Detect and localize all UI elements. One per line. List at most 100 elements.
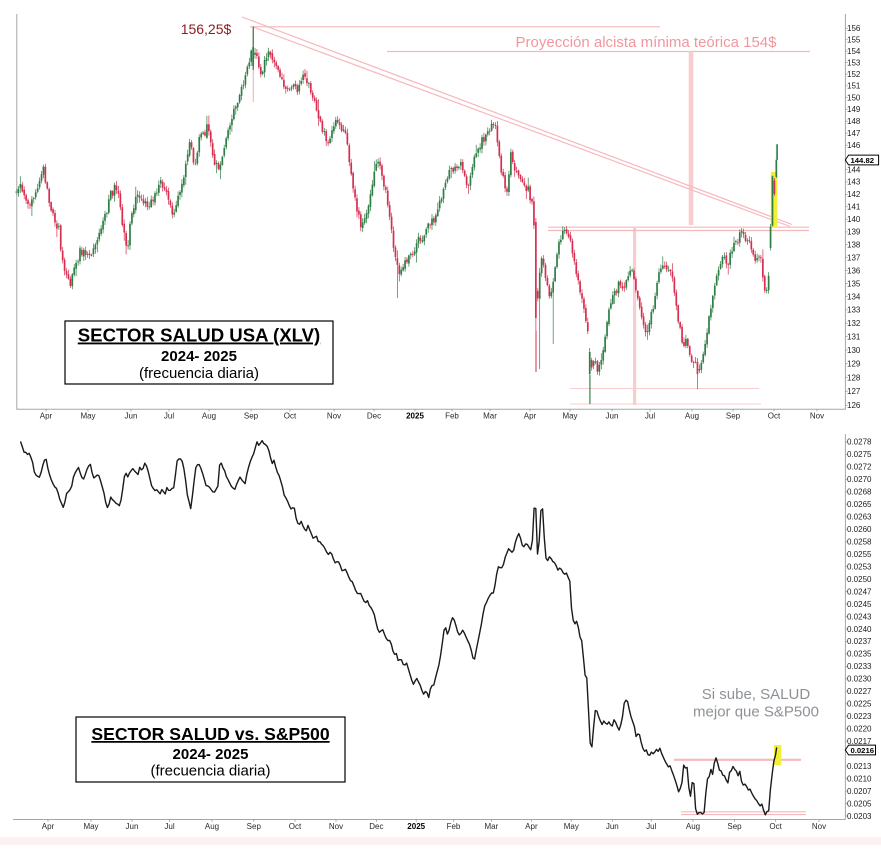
svg-text:Jun: Jun <box>125 411 138 420</box>
svg-text:Nov: Nov <box>327 411 341 420</box>
svg-text:Nov: Nov <box>812 822 826 831</box>
svg-text:152: 152 <box>847 70 861 79</box>
svg-text:Dec: Dec <box>367 411 381 420</box>
svg-text:0.0230: 0.0230 <box>847 675 872 684</box>
svg-text:155: 155 <box>847 36 861 45</box>
svg-text:126: 126 <box>847 401 861 410</box>
svg-text:0.0263: 0.0263 <box>847 513 872 522</box>
svg-text:148: 148 <box>847 117 861 126</box>
svg-text:Nov: Nov <box>329 822 343 831</box>
svg-text:147: 147 <box>847 129 861 138</box>
svg-text:144: 144 <box>847 165 861 174</box>
svg-text:146: 146 <box>847 141 861 150</box>
svg-text:Jul: Jul <box>164 411 174 420</box>
svg-text:SECTOR SALUD vs. S&P500: SECTOR SALUD vs. S&P500 <box>91 724 329 744</box>
svg-text:0.0233: 0.0233 <box>847 662 872 671</box>
svg-text:2025: 2025 <box>407 822 425 831</box>
svg-text:0.0227: 0.0227 <box>847 687 872 696</box>
svg-text:Dec: Dec <box>369 822 383 831</box>
svg-text:Nov: Nov <box>810 411 824 420</box>
svg-text:2025: 2025 <box>406 411 424 420</box>
svg-text:0.0245: 0.0245 <box>847 600 872 609</box>
svg-text:143: 143 <box>847 178 861 187</box>
svg-text:156: 156 <box>847 24 861 33</box>
svg-text:0.0207: 0.0207 <box>847 787 872 796</box>
svg-text:0.0270: 0.0270 <box>847 475 872 484</box>
svg-text:2024- 2025: 2024- 2025 <box>161 348 237 365</box>
svg-text:156,25$: 156,25$ <box>181 21 232 37</box>
svg-text:135: 135 <box>847 279 861 288</box>
svg-text:Mar: Mar <box>483 411 497 420</box>
svg-text:2024- 2025: 2024- 2025 <box>173 746 249 763</box>
svg-text:Oct: Oct <box>769 822 782 831</box>
svg-text:Apr: Apr <box>42 822 55 831</box>
svg-text:137: 137 <box>847 253 861 262</box>
svg-text:May: May <box>562 411 577 420</box>
svg-text:0.0260: 0.0260 <box>847 525 872 534</box>
svg-text:130: 130 <box>847 346 861 355</box>
svg-text:SECTOR SALUD USA (XLV): SECTOR SALUD USA (XLV) <box>78 325 320 346</box>
svg-text:128: 128 <box>847 373 861 382</box>
svg-text:132: 132 <box>847 319 861 328</box>
svg-text:Oct: Oct <box>768 411 781 420</box>
svg-text:0.0243: 0.0243 <box>847 612 872 621</box>
svg-text:0.0253: 0.0253 <box>847 562 872 571</box>
svg-text:0.0275: 0.0275 <box>847 450 872 459</box>
svg-text:0.0258: 0.0258 <box>847 538 872 547</box>
svg-text:Jul: Jul <box>646 822 656 831</box>
svg-text:136: 136 <box>847 266 861 275</box>
svg-text:150: 150 <box>847 93 861 102</box>
svg-text:Oct: Oct <box>289 822 302 831</box>
svg-text:0.0203: 0.0203 <box>847 812 872 821</box>
svg-text:0.0247: 0.0247 <box>847 587 872 596</box>
svg-text:151: 151 <box>847 82 861 91</box>
svg-text:0.0268: 0.0268 <box>847 488 872 497</box>
svg-text:0.0210: 0.0210 <box>847 774 872 783</box>
svg-text:0.0213: 0.0213 <box>847 762 872 771</box>
svg-text:mejor que S&P500: mejor que S&P500 <box>693 704 819 721</box>
svg-text:Feb: Feb <box>447 822 461 831</box>
svg-text:144.82: 144.82 <box>851 156 875 165</box>
svg-text:149: 149 <box>847 105 861 114</box>
svg-text:Sep: Sep <box>726 411 741 420</box>
svg-text:0.0240: 0.0240 <box>847 625 872 634</box>
svg-text:0.0217: 0.0217 <box>847 737 872 746</box>
svg-text:0.0216: 0.0216 <box>851 746 875 755</box>
svg-text:134: 134 <box>847 292 861 301</box>
svg-text:0.0255: 0.0255 <box>847 550 872 559</box>
svg-text:Apr: Apr <box>525 822 538 831</box>
svg-text:Jul: Jul <box>645 411 655 420</box>
svg-text:140: 140 <box>847 215 861 224</box>
svg-text:0.0235: 0.0235 <box>847 650 872 659</box>
svg-text:Mar: Mar <box>485 822 499 831</box>
svg-text:0.0265: 0.0265 <box>847 500 872 509</box>
svg-text:Apr: Apr <box>40 411 53 420</box>
svg-text:Jul: Jul <box>164 822 174 831</box>
svg-text:May: May <box>80 411 95 420</box>
svg-text:May: May <box>83 822 98 831</box>
svg-text:153: 153 <box>847 58 861 67</box>
svg-text:Sep: Sep <box>244 411 259 420</box>
svg-text:Feb: Feb <box>445 411 459 420</box>
svg-text:(frecuencia diaria): (frecuencia diaria) <box>150 763 270 780</box>
svg-text:Sep: Sep <box>247 822 262 831</box>
svg-text:0.0250: 0.0250 <box>847 575 872 584</box>
svg-text:Jun: Jun <box>606 411 619 420</box>
svg-text:Apr: Apr <box>524 411 537 420</box>
svg-text:131: 131 <box>847 332 861 341</box>
svg-text:Jun: Jun <box>126 822 139 831</box>
svg-text:0.0225: 0.0225 <box>847 700 872 709</box>
svg-text:Sep: Sep <box>727 822 742 831</box>
svg-text:May: May <box>564 822 579 831</box>
svg-text:133: 133 <box>847 306 861 315</box>
svg-text:127: 127 <box>847 387 861 396</box>
svg-text:129: 129 <box>847 360 861 369</box>
svg-text:(frecuencia diaria): (frecuencia diaria) <box>139 365 259 382</box>
svg-text:Jun: Jun <box>606 822 619 831</box>
svg-text:0.0223: 0.0223 <box>847 712 872 721</box>
svg-text:0.0278: 0.0278 <box>847 438 872 447</box>
svg-text:0.0205: 0.0205 <box>847 799 872 808</box>
svg-text:Aug: Aug <box>202 411 216 420</box>
svg-text:142: 142 <box>847 190 861 199</box>
svg-text:Aug: Aug <box>205 822 219 831</box>
